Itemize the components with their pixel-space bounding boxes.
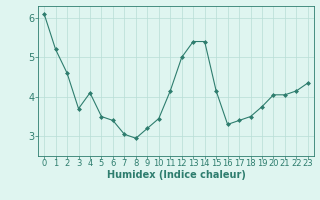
- X-axis label: Humidex (Indice chaleur): Humidex (Indice chaleur): [107, 170, 245, 180]
